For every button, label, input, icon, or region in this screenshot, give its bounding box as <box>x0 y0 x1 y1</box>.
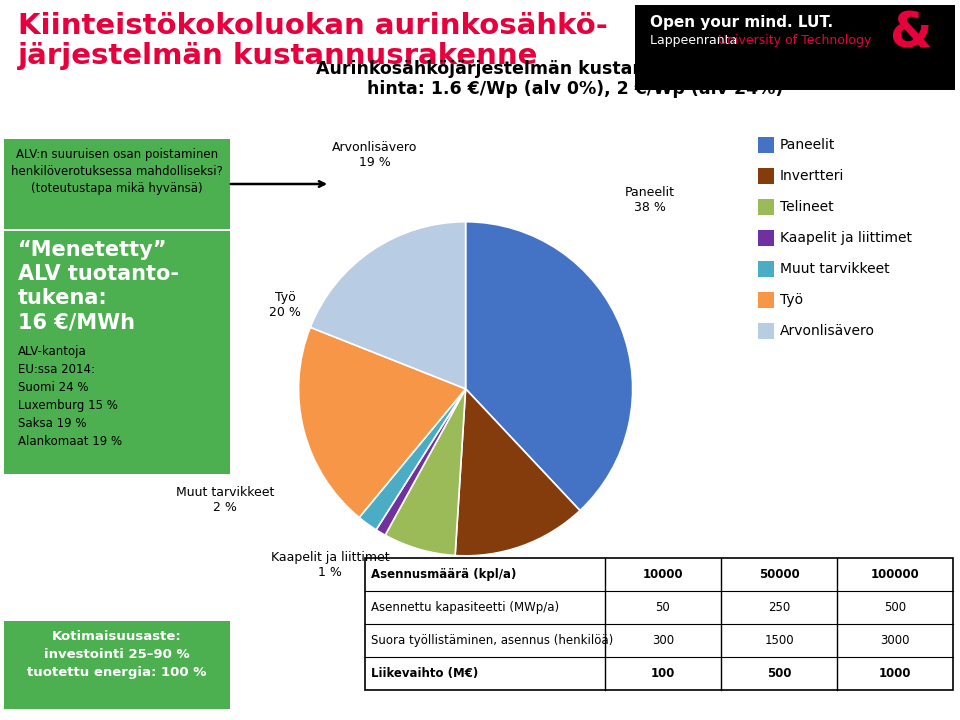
Text: 100: 100 <box>651 667 675 680</box>
Text: Muut tarvikkeet: Muut tarvikkeet <box>780 262 890 276</box>
Wedge shape <box>455 389 580 556</box>
Text: Työ
20 %: Työ 20 % <box>269 291 300 319</box>
FancyBboxPatch shape <box>758 199 774 215</box>
Text: Invertteri
13 %: Invertteri 13 % <box>556 346 614 374</box>
FancyBboxPatch shape <box>758 292 774 308</box>
FancyBboxPatch shape <box>4 231 230 474</box>
Wedge shape <box>299 328 466 518</box>
Text: Asennusmäärä (kpl/a): Asennusmäärä (kpl/a) <box>371 568 516 581</box>
Text: 500: 500 <box>884 601 906 614</box>
Text: Open your mind. LUT.: Open your mind. LUT. <box>650 15 833 30</box>
Text: Paneelit
38 %: Paneelit 38 % <box>625 186 675 214</box>
FancyBboxPatch shape <box>4 139 230 229</box>
Text: Muut tarvikkeet
2 %: Muut tarvikkeet 2 % <box>176 486 275 514</box>
FancyBboxPatch shape <box>4 621 230 709</box>
Text: Telineet
7 %: Telineet 7 % <box>445 451 494 479</box>
Wedge shape <box>359 389 466 530</box>
Text: Aurinkosähköjärjestelmän kustannusrakenne: 5 kWp: Aurinkosähköjärjestelmän kustannusrakenn… <box>316 60 834 78</box>
Text: Kiinteistökokoluokan aurinkosähkö-: Kiinteistökokoluokan aurinkosähkö- <box>18 12 608 40</box>
Text: Asennettu kapasiteetti (MWp/a): Asennettu kapasiteetti (MWp/a) <box>371 601 559 614</box>
Text: Kotimaisuusaste:
investointi 25–90 %
tuotettu energia: 100 %: Kotimaisuusaste: investointi 25–90 % tuo… <box>27 630 206 679</box>
FancyBboxPatch shape <box>365 558 953 690</box>
Text: Suora työllistäminen, asennus (henkilöä): Suora työllistäminen, asennus (henkilöä) <box>371 634 613 647</box>
Text: ALV:n suuruisen osan poistaminen
henkilöverotuksessa mahdolliseksi?
(toteutustap: ALV:n suuruisen osan poistaminen henkilö… <box>12 148 223 195</box>
Text: järjestelmän kustannusrakenne: järjestelmän kustannusrakenne <box>18 42 539 70</box>
Text: Invertteri: Invertteri <box>780 169 845 183</box>
FancyBboxPatch shape <box>758 261 774 277</box>
Text: 1500: 1500 <box>764 634 794 647</box>
Text: 100000: 100000 <box>871 568 920 581</box>
Text: Arvonlisävero
19 %: Arvonlisävero 19 % <box>332 141 418 169</box>
Text: Telineet: Telineet <box>780 200 833 214</box>
Text: 1000: 1000 <box>878 667 911 680</box>
Wedge shape <box>385 389 466 556</box>
Text: 10000: 10000 <box>642 568 684 581</box>
Wedge shape <box>376 389 466 535</box>
Text: 250: 250 <box>768 601 790 614</box>
FancyBboxPatch shape <box>758 137 774 153</box>
Text: Kaapelit ja liittimet
1 %: Kaapelit ja liittimet 1 % <box>271 551 390 579</box>
Text: &: & <box>889 10 931 58</box>
Text: 3000: 3000 <box>880 634 910 647</box>
Wedge shape <box>310 222 466 389</box>
Text: Paneelit: Paneelit <box>780 138 835 152</box>
Text: Liikevaihto (M€): Liikevaihto (M€) <box>371 667 478 680</box>
Text: Lappeenranta: Lappeenranta <box>650 34 741 47</box>
Text: “Menetetty”
ALV tuotanto-
tukena:
16 €/MWh: “Menetetty” ALV tuotanto- tukena: 16 €/M… <box>18 240 179 332</box>
Text: 50000: 50000 <box>758 568 800 581</box>
FancyBboxPatch shape <box>758 323 774 339</box>
Text: Arvonlisävero: Arvonlisävero <box>780 324 875 338</box>
Text: 300: 300 <box>652 634 674 647</box>
Text: University of Technology: University of Technology <box>718 34 872 47</box>
Text: 50: 50 <box>656 601 670 614</box>
Text: ALV-kantoja
EU:ssa 2014:
Suomi 24 %
Luxemburg 15 %
Saksa 19 %
Alankomaat 19 %: ALV-kantoja EU:ssa 2014: Suomi 24 % Luxe… <box>18 345 122 448</box>
FancyBboxPatch shape <box>758 168 774 184</box>
FancyBboxPatch shape <box>758 230 774 246</box>
Text: Kaapelit ja liittimet: Kaapelit ja liittimet <box>780 231 912 245</box>
Text: 500: 500 <box>767 667 791 680</box>
FancyBboxPatch shape <box>635 5 955 90</box>
Wedge shape <box>466 222 633 510</box>
Text: hinta: 1.6 €/Wp (alv 0%), 2 €/Wp (alv 24%): hinta: 1.6 €/Wp (alv 0%), 2 €/Wp (alv 24… <box>367 80 783 98</box>
Text: Työ: Työ <box>780 293 804 307</box>
